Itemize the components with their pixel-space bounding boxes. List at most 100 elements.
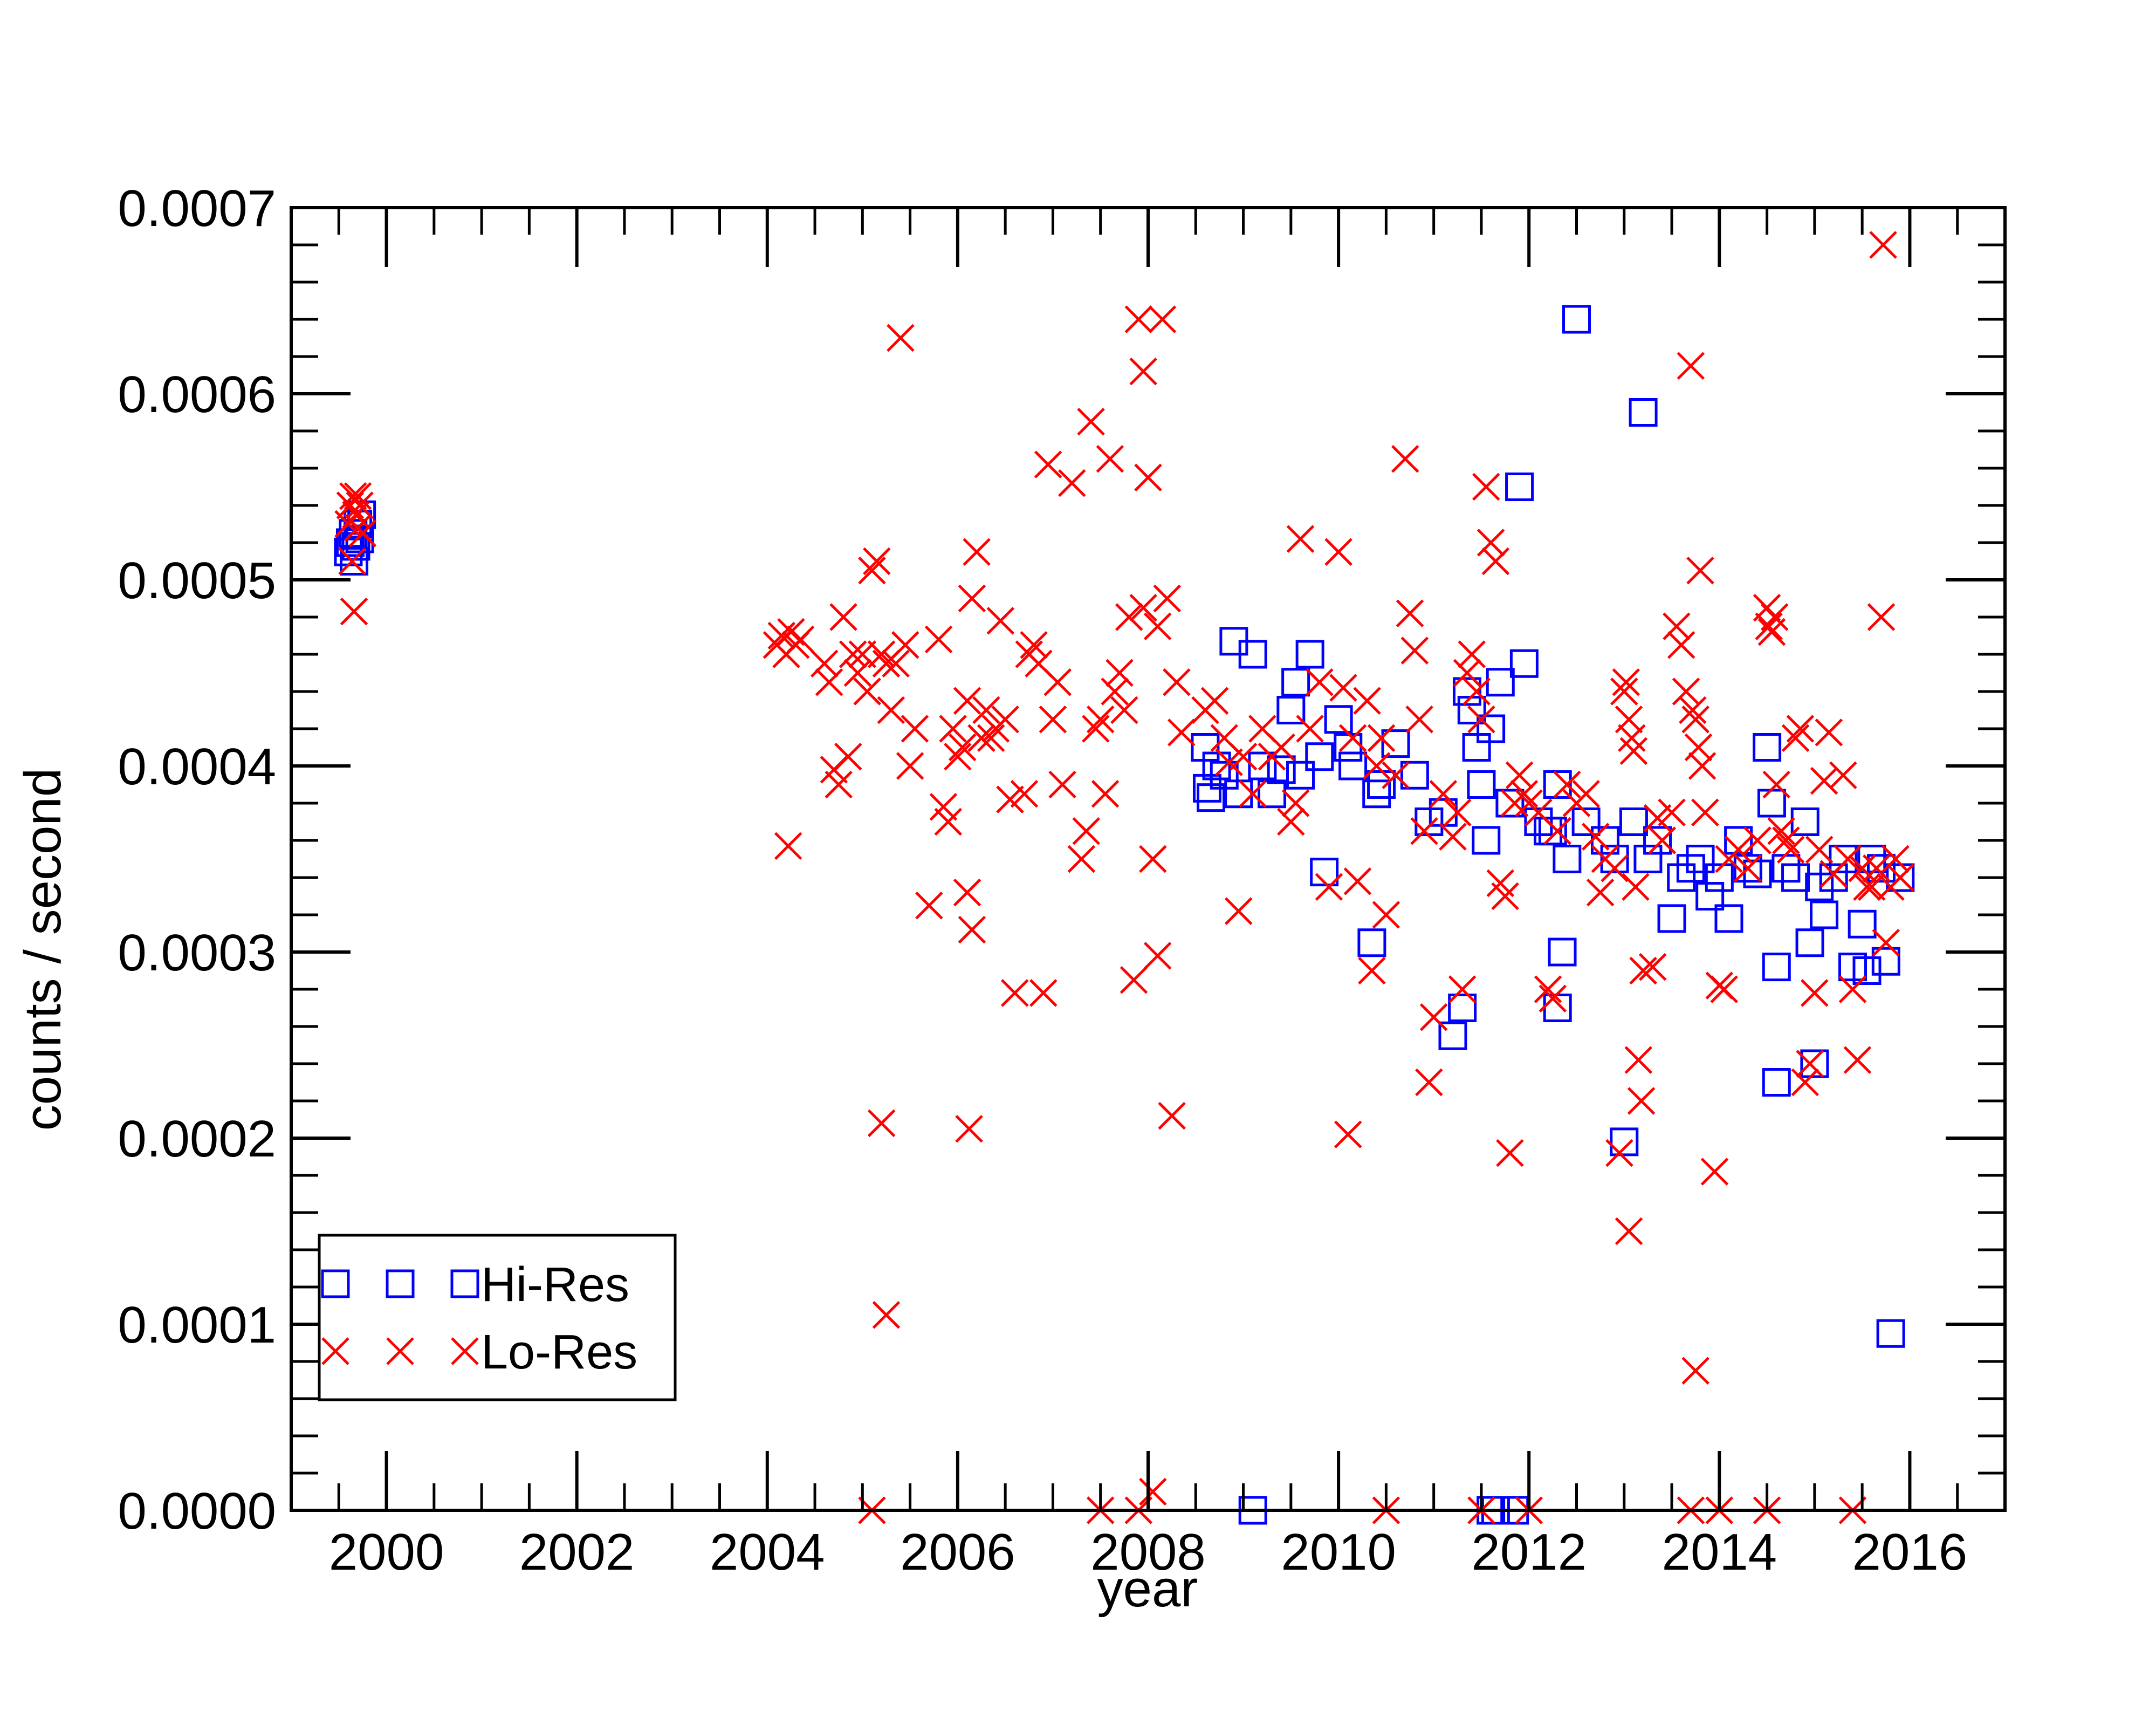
hires-point	[1305, 742, 1334, 771]
hires-point	[1686, 845, 1715, 873]
lores-point-stroke	[1710, 975, 1738, 1003]
lores-point	[1020, 631, 1048, 659]
lores-point-stroke	[1672, 677, 1700, 706]
lores-point	[1400, 636, 1429, 665]
lores-point	[986, 607, 1015, 635]
lores-point-stroke	[1572, 779, 1600, 808]
lores-point-stroke	[1582, 823, 1610, 851]
hires-point	[1667, 863, 1696, 892]
lores-point-stroke	[1624, 1046, 1653, 1074]
lores-point-stroke	[815, 668, 843, 696]
legend-label-hires: Hi-Res	[481, 1258, 629, 1312]
lores-point-stroke	[1810, 766, 1838, 795]
hires-point	[1281, 668, 1310, 697]
lores-point	[863, 547, 891, 576]
hires-point	[1452, 677, 1481, 706]
lores-point	[1143, 942, 1172, 970]
lores-point	[1462, 677, 1491, 706]
lores-point-stroke	[896, 752, 924, 780]
lores-point-stroke	[386, 1337, 414, 1365]
lores-point-stroke	[986, 607, 1015, 635]
lores-point	[853, 677, 881, 706]
hires-point	[1600, 845, 1629, 873]
lores-point-stroke	[1862, 854, 1891, 882]
lores-point-stroke	[825, 770, 853, 799]
lores-point	[1396, 599, 1424, 627]
lores-point	[1624, 1046, 1653, 1074]
lores-point	[834, 742, 862, 771]
lores-point	[924, 625, 953, 654]
legend-lores-symbol	[321, 1337, 479, 1365]
lores-point	[1700, 1158, 1729, 1186]
hires-point	[1562, 305, 1591, 334]
hires-point	[1324, 705, 1353, 734]
lores-point-stroke	[882, 649, 910, 678]
lores-point-stroke	[344, 482, 372, 510]
lores-point	[1281, 789, 1310, 817]
lores-point	[1143, 612, 1172, 641]
lores-point	[1324, 538, 1352, 566]
lores-point-stroke	[342, 501, 370, 529]
series-lores	[334, 231, 1914, 1524]
lores-point	[1612, 668, 1640, 696]
hires-point	[1657, 904, 1686, 933]
lores-point-stroke	[996, 785, 1024, 813]
lores-point-stroke	[1448, 975, 1477, 1003]
lores-point-stroke	[829, 603, 857, 631]
lores-point	[877, 696, 905, 724]
lores-point	[1853, 873, 1881, 901]
lores-point	[1077, 407, 1105, 436]
lores-point-stroke	[1853, 873, 1881, 901]
y-tick-label: 0.0005	[118, 552, 276, 610]
lores-point-stroke	[346, 491, 374, 519]
lores-point-stroke	[1048, 770, 1076, 799]
lores-point-stroke	[1444, 798, 1472, 827]
x-tick-label: 2006	[900, 1523, 1015, 1581]
lores-point	[1510, 779, 1539, 808]
lores-point	[767, 621, 796, 650]
lores-point-stroke	[1872, 928, 1900, 957]
hires-point	[1695, 882, 1725, 911]
lores-point-stroke	[1110, 696, 1138, 724]
lores-point	[1453, 659, 1481, 687]
lores-point	[915, 891, 943, 920]
lores-point-stroke	[1358, 956, 1386, 985]
lores-point-stroke	[1627, 1087, 1656, 1115]
lores-point-stroke	[953, 687, 981, 715]
lores-point	[901, 715, 929, 743]
lores-point	[1781, 724, 1810, 752]
x-tick-label: 2010	[1281, 1523, 1396, 1581]
lores-point	[1163, 668, 1191, 696]
lores-point-stroke	[1077, 407, 1105, 436]
lores-point-stroke	[1505, 761, 1534, 790]
lores-point	[958, 915, 986, 944]
lores-point	[1048, 770, 1076, 799]
lores-point-stroke	[1648, 826, 1677, 854]
lores-point-stroke	[1686, 556, 1714, 585]
lores-point-stroke	[1315, 873, 1343, 901]
lores-point-stroke	[1215, 748, 1243, 776]
lores-point-stroke	[1486, 869, 1515, 898]
lores-point	[1153, 584, 1182, 613]
lores-point	[1115, 603, 1143, 631]
lores-point-stroke	[934, 807, 963, 836]
lores-point	[1106, 659, 1134, 687]
hires-point	[1724, 826, 1753, 855]
lores-point-stroke	[1762, 770, 1791, 799]
hires-point	[1505, 473, 1534, 501]
plot-area	[334, 231, 1915, 1525]
lores-point	[1786, 715, 1815, 743]
lores-point-stroke	[1281, 789, 1310, 817]
legend-hires-symbol	[321, 1269, 479, 1298]
lores-point	[1338, 724, 1367, 752]
lores-point	[1439, 823, 1467, 851]
lores-point-stroke	[1882, 845, 1910, 873]
lores-point-stroke	[1329, 674, 1357, 702]
lores-point	[1334, 1120, 1362, 1148]
lores-point	[1638, 953, 1667, 981]
lores-point-stroke	[958, 915, 986, 944]
lores-point	[1224, 897, 1253, 925]
lores-point-stroke	[1760, 603, 1789, 631]
lores-point	[1086, 705, 1115, 734]
